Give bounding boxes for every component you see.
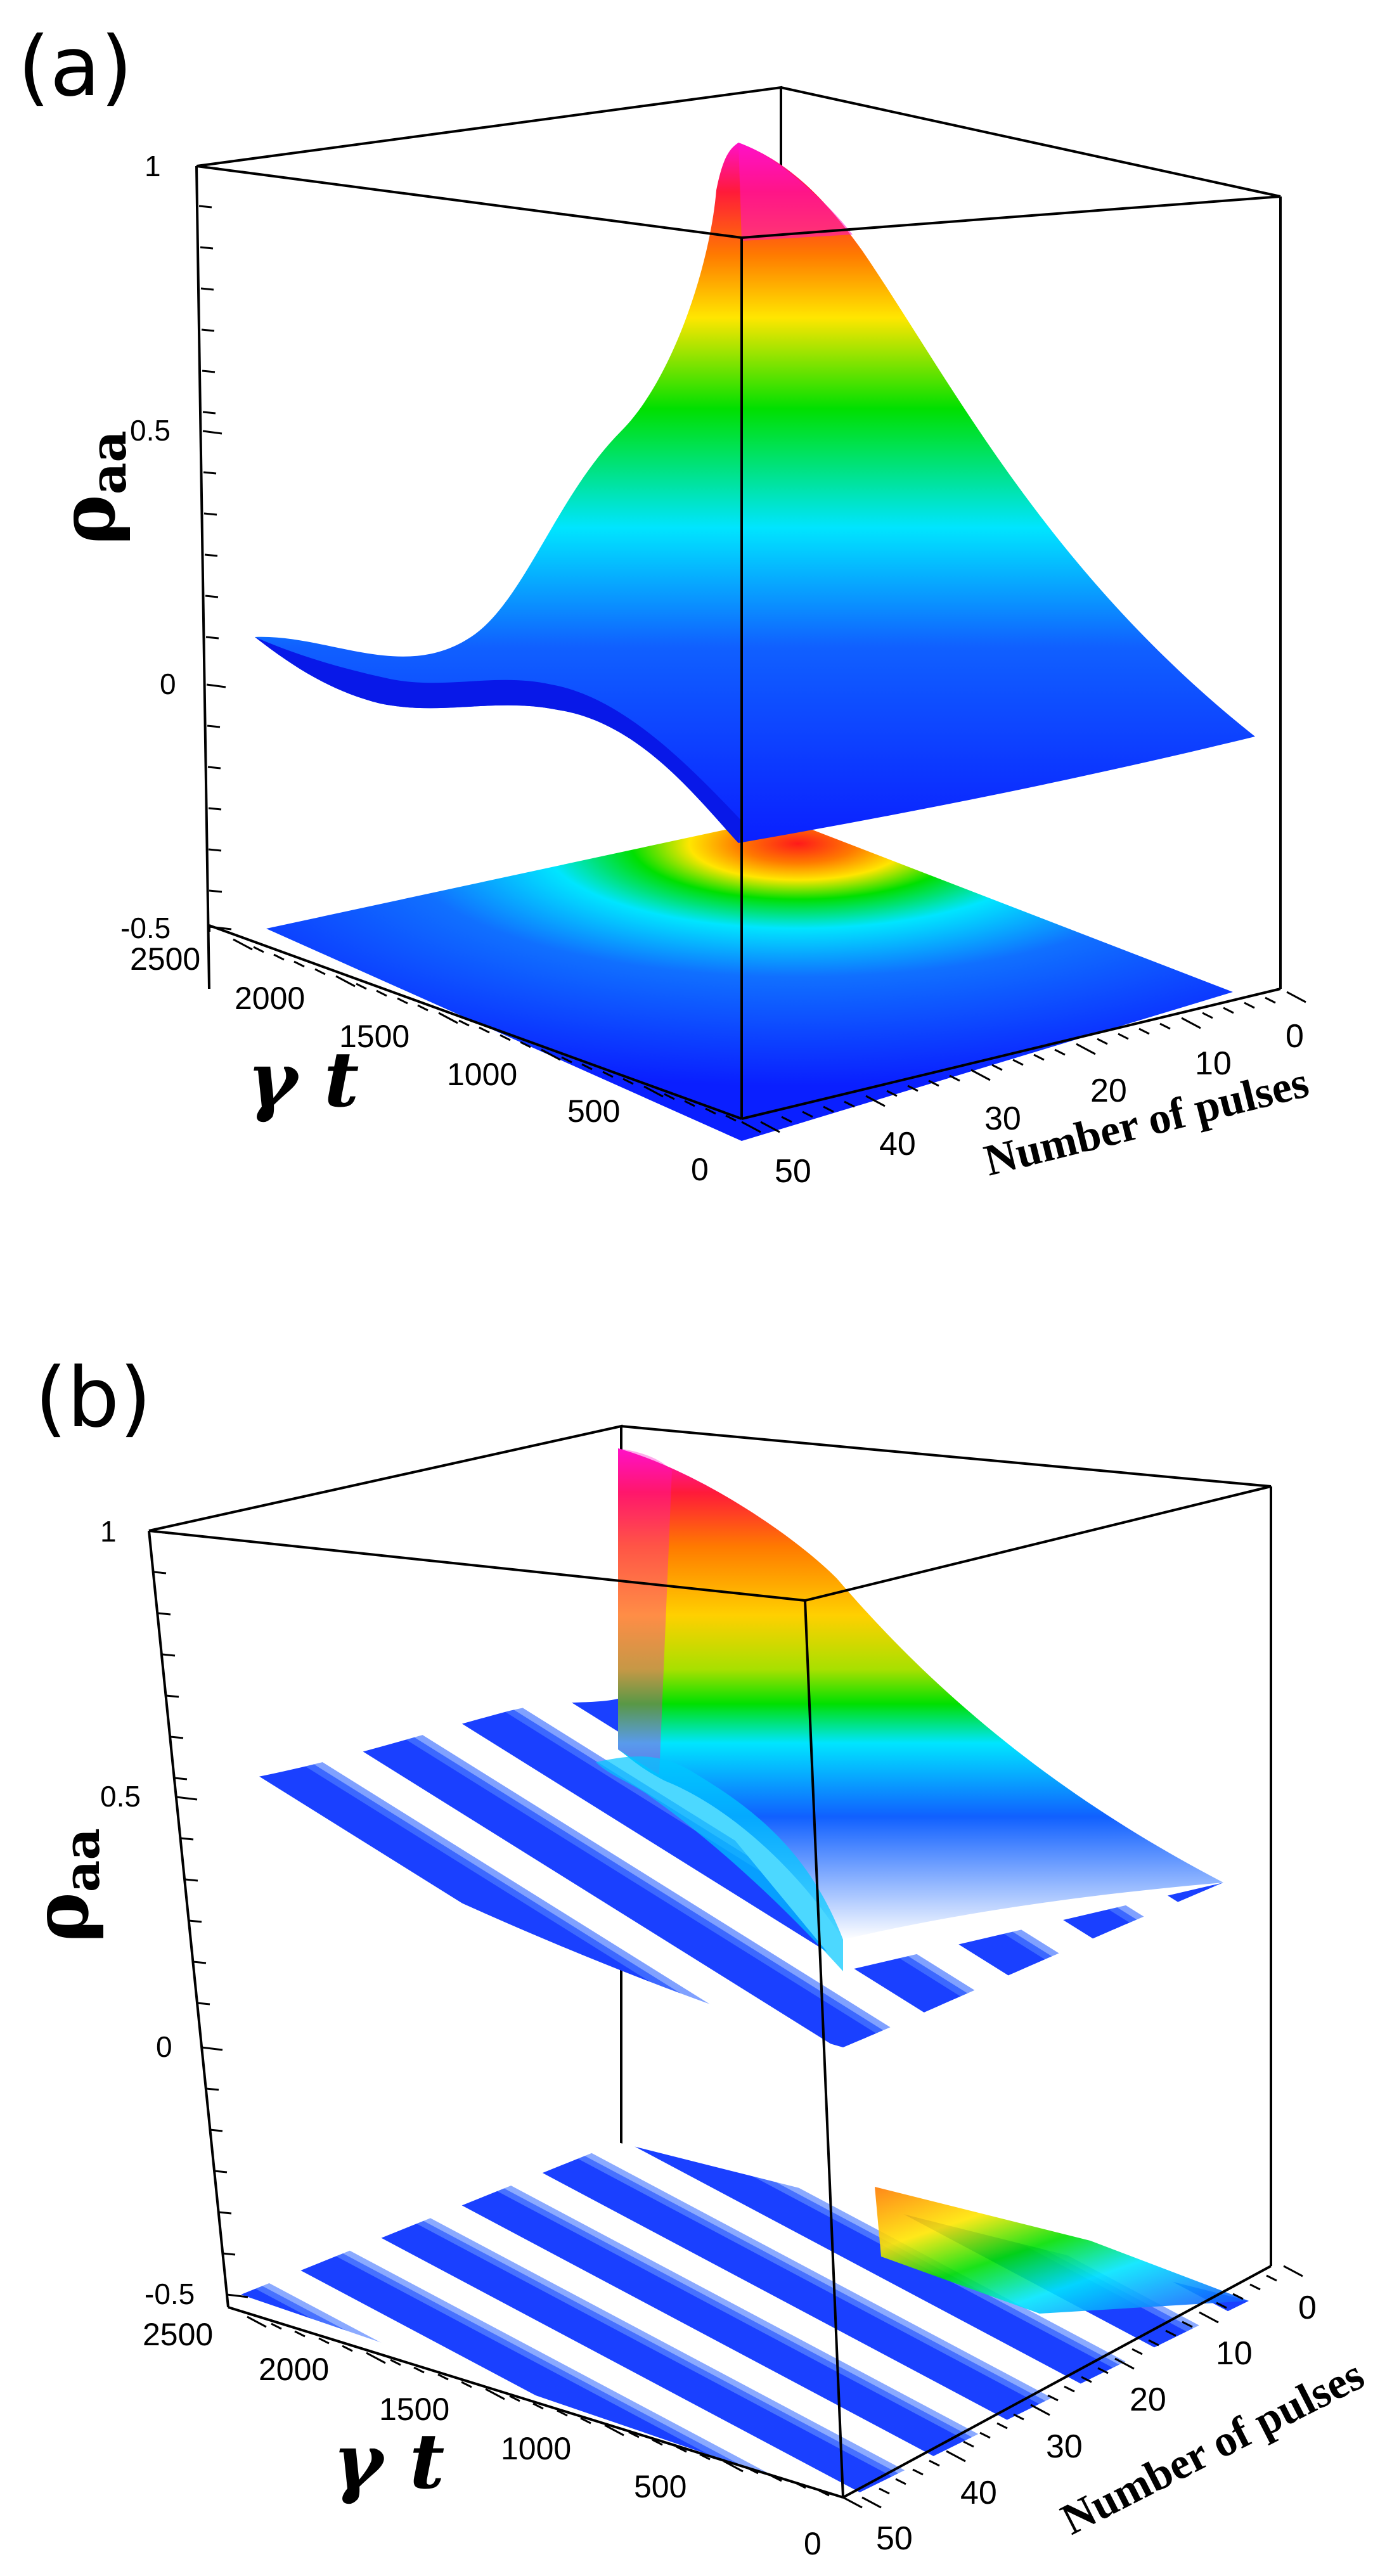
panel-b-t-label: γ t <box>333 2417 444 2506</box>
panel-a-t-label: γ t <box>247 1035 359 1124</box>
panel-b-label: (b) <box>35 1349 151 1446</box>
z-tick-label: 0.5 <box>130 414 171 447</box>
svg-text:ρaa: ρaa <box>16 1828 111 1943</box>
z-tick-label: -0.5 <box>120 911 171 944</box>
panel-b-n-label: Number of pulses <box>1054 2350 1372 2544</box>
panel-b-floor-projection <box>241 2142 1249 2501</box>
n-tick-label: 30 <box>984 1100 1021 1137</box>
panel-b-box-front <box>148 1425 1272 2499</box>
panel-a-n-axis <box>760 991 1306 1133</box>
z-tick-label: 0 <box>156 2030 172 2063</box>
z-tick-label: 0 <box>160 667 176 700</box>
panel-a-box-front <box>196 86 1282 1120</box>
n-tick-label: 0 <box>1298 2289 1317 2326</box>
t-tick-label: 1500 <box>379 2392 449 2427</box>
panel-a-z-label: ρaa <box>43 430 138 545</box>
t-tick-label: 1500 <box>339 1019 409 1054</box>
z-tick-label: 0.5 <box>100 1780 141 1813</box>
panel-b-surface <box>216 1448 1223 2047</box>
t-tick-label: 500 <box>567 1093 620 1129</box>
panel-b-n-axis <box>861 2265 1303 2509</box>
panel-a-n-tick-labels: 0 10 20 30 40 50 <box>775 1018 1304 1190</box>
n-tick-label: 20 <box>1130 2381 1166 2418</box>
panel-a-n-label: Number of pulses <box>979 1058 1313 1185</box>
n-tick-label: 30 <box>1046 2428 1083 2465</box>
n-tick-label: 40 <box>960 2475 997 2511</box>
panel-b-z-tick-labels: 1 0.5 0 -0.5 <box>100 1515 195 2310</box>
z-tick-label: -0.5 <box>145 2277 195 2310</box>
t-tick-label: 2000 <box>259 2352 329 2387</box>
svg-text:ρaa: ρaa <box>43 430 138 545</box>
n-tick-label: 20 <box>1090 1072 1127 1109</box>
z-tick-label: 1 <box>100 1515 117 1548</box>
t-tick-label: 2000 <box>235 981 305 1016</box>
t-tick-label: 2500 <box>130 941 200 977</box>
t-tick-label: 0 <box>804 2526 822 2561</box>
z-tick-label: 1 <box>145 150 161 183</box>
n-tick-label: 50 <box>876 2520 913 2557</box>
n-tick-label: 0 <box>1286 1018 1304 1055</box>
panel-a-t-axis <box>233 938 761 1133</box>
panel-a-surface <box>255 143 1255 843</box>
t-tick-label: 0 <box>691 1152 709 1187</box>
panel-b-t-axis <box>247 2315 863 2509</box>
t-tick-label: 1000 <box>501 2431 571 2466</box>
n-tick-label: 10 <box>1195 1045 1232 1082</box>
panel-a-z-axis <box>196 165 232 931</box>
panel-a-z-tick-labels: 1 0.5 0 -0.5 <box>120 150 176 944</box>
t-tick-label: 500 <box>634 2469 687 2504</box>
n-tick-label: 50 <box>775 1153 811 1190</box>
panel-a-label: (a) <box>18 18 132 115</box>
t-tick-label: 2500 <box>143 2317 213 2352</box>
panel-b-n-tick-labels: 0 10 20 30 40 50 <box>876 2289 1317 2557</box>
panel-b-z-label: ρaa <box>16 1828 111 1943</box>
panel-a-floor-projection <box>266 818 1233 1141</box>
n-tick-label: 10 <box>1216 2335 1253 2372</box>
panel-b-z-axis <box>148 1530 248 2298</box>
n-tick-label: 40 <box>879 1126 916 1162</box>
t-tick-label: 1000 <box>447 1057 517 1092</box>
panel-b-t-tick-labels: 2500 2000 1500 1000 500 0 <box>143 2317 822 2561</box>
panel-a: (a) <box>18 18 1313 1190</box>
panel-b: (b) <box>16 1349 1372 2561</box>
panel-a-t-tick-labels: 2500 2000 1500 1000 500 0 <box>130 941 709 1187</box>
